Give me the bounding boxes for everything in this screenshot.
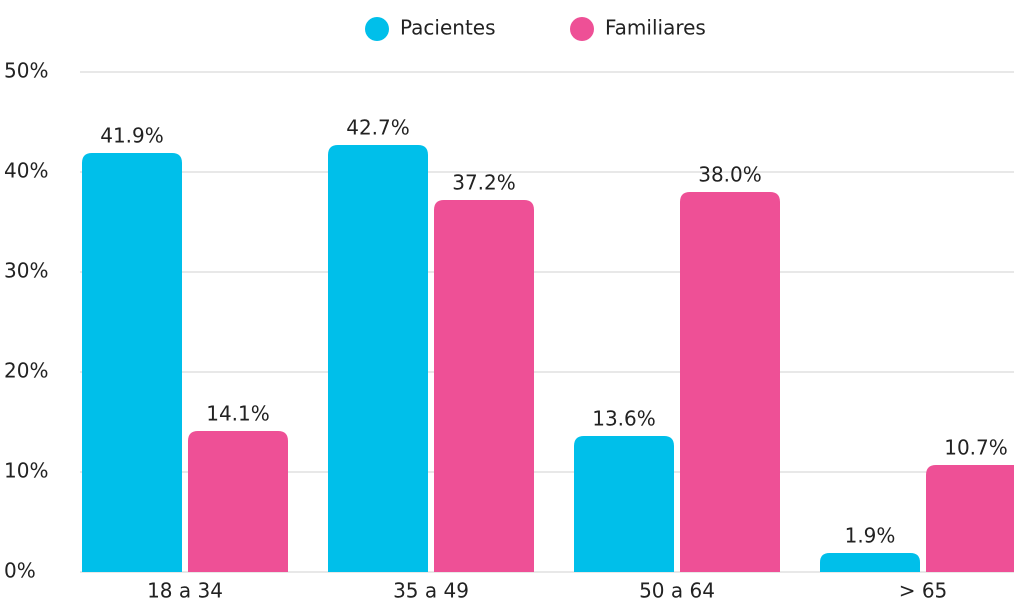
legend-label: Familiares bbox=[605, 16, 706, 40]
data-label: 14.1% bbox=[206, 402, 270, 426]
bar bbox=[926, 465, 1014, 572]
x-tick-label: 50 a 64 bbox=[639, 579, 715, 603]
y-tick-label: 20% bbox=[4, 359, 48, 383]
bar bbox=[820, 553, 920, 572]
bar bbox=[574, 436, 674, 572]
bar bbox=[680, 192, 780, 572]
legend-label: Pacientes bbox=[400, 16, 496, 40]
y-tick-label: 40% bbox=[4, 159, 48, 183]
data-label: 37.2% bbox=[452, 171, 516, 195]
data-label: 42.7% bbox=[346, 116, 410, 140]
bar bbox=[82, 153, 182, 572]
data-label: 13.6% bbox=[592, 407, 656, 431]
bar bbox=[328, 145, 428, 572]
data-label: 10.7% bbox=[944, 436, 1008, 460]
data-label: 1.9% bbox=[845, 524, 896, 548]
y-tick-label: 0% bbox=[4, 559, 36, 583]
x-tick-label: > 65 bbox=[899, 579, 948, 603]
legend-swatch bbox=[570, 17, 594, 41]
y-tick-label: 30% bbox=[4, 259, 48, 283]
y-tick-label: 10% bbox=[4, 459, 48, 483]
x-tick-label: 18 a 34 bbox=[147, 579, 223, 603]
legend-swatch bbox=[365, 17, 389, 41]
bar bbox=[188, 431, 288, 572]
data-label: 41.9% bbox=[100, 124, 164, 148]
bar bbox=[434, 200, 534, 572]
data-label: 38.0% bbox=[698, 163, 762, 187]
x-tick-label: 35 a 49 bbox=[393, 579, 469, 603]
y-tick-label: 50% bbox=[4, 59, 48, 83]
